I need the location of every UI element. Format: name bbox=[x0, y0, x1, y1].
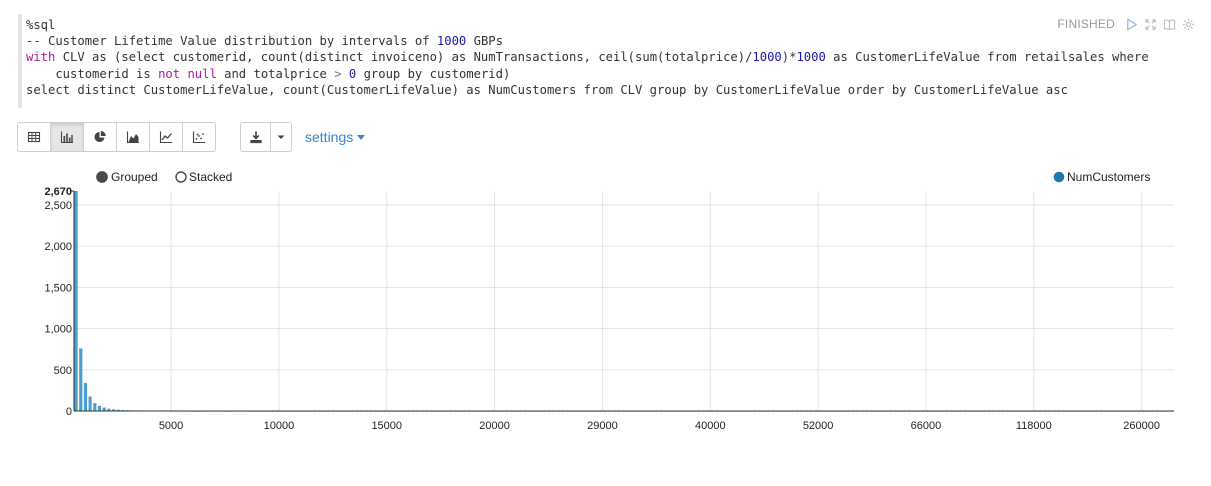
y-tick-label: 2,000 bbox=[44, 241, 72, 253]
y-axis: 0 500 1,000 1,500 2,000 2,500 2,670 bbox=[44, 186, 75, 418]
bar-chart-view-button[interactable] bbox=[50, 122, 84, 152]
download-icon bbox=[249, 131, 262, 144]
series-legend-dot[interactable] bbox=[1053, 171, 1065, 183]
y-tick-label: 0 bbox=[66, 406, 72, 418]
chart-canvas: Grouped Stacked NumCustomers 0 500 1,000 1,… bbox=[44, 170, 1174, 432]
x-tick-label: 260000 bbox=[1123, 420, 1160, 432]
bar[interactable] bbox=[83, 382, 88, 411]
mode-legend: Grouped Stacked bbox=[96, 170, 232, 184]
code-token: 1000 bbox=[436, 34, 467, 49]
code-token: customerid is bbox=[26, 66, 159, 81]
expand-icon[interactable] bbox=[1144, 18, 1157, 31]
status-text: FINISHED bbox=[1057, 17, 1115, 31]
code-line: %sql bbox=[26, 17, 1178, 33]
bar[interactable] bbox=[107, 408, 111, 411]
code-token: with bbox=[26, 50, 56, 65]
table-view-button[interactable] bbox=[17, 122, 51, 152]
download-options-button[interactable] bbox=[270, 122, 292, 152]
stacked-label: Stacked bbox=[189, 170, 232, 184]
code-token: %sql bbox=[26, 18, 56, 32]
bars bbox=[74, 191, 1173, 412]
chevron-down-icon bbox=[277, 135, 285, 139]
code-token: GBPs bbox=[466, 34, 503, 49]
x-tick-label: 5000 bbox=[159, 420, 183, 432]
bar[interactable] bbox=[102, 407, 106, 411]
pie-chart-icon bbox=[94, 131, 106, 142]
x-tick-label: 40000 bbox=[695, 420, 726, 432]
code-line: with CLV as (select customerid, count(di… bbox=[26, 49, 1178, 65]
code-token: group by customerid) bbox=[356, 66, 511, 81]
bar[interactable] bbox=[74, 191, 78, 411]
code-token: and totalprice bbox=[216, 66, 335, 81]
stacked-option[interactable]: Stacked bbox=[175, 170, 232, 184]
code-token: 0 bbox=[348, 66, 357, 81]
bar-chart-icon bbox=[60, 131, 73, 144]
area-chart-view-button[interactable] bbox=[116, 122, 150, 152]
run-icon[interactable] bbox=[1125, 17, 1138, 31]
line-chart-icon bbox=[159, 131, 172, 144]
code-token: > bbox=[334, 66, 342, 81]
code-token: )* bbox=[781, 50, 797, 65]
scatter-chart-icon bbox=[192, 131, 205, 144]
bar[interactable] bbox=[111, 409, 116, 411]
y-tick-label: 2,500 bbox=[44, 200, 72, 212]
x-tick-label: 118000 bbox=[1016, 420, 1052, 432]
download-button[interactable] bbox=[240, 122, 271, 152]
book-icon[interactable] bbox=[1163, 18, 1176, 31]
y-tick-label: 1,500 bbox=[44, 282, 72, 294]
bar[interactable] bbox=[116, 409, 120, 411]
code-line: customerid is not null and totalprice > … bbox=[26, 66, 1178, 82]
grouped-option[interactable]: Grouped bbox=[96, 170, 158, 184]
grouped-label: Grouped bbox=[111, 170, 158, 184]
y-tick-label: 500 bbox=[54, 365, 72, 377]
code-editor[interactable]: %sql -- Customer Lifetime Value distribut… bbox=[18, 14, 1178, 108]
x-tick-label: 15000 bbox=[371, 420, 402, 432]
gridlines bbox=[74, 191, 1174, 412]
code-token: CLV as (select customerid, count(distinc… bbox=[55, 50, 753, 65]
series-legend[interactable]: NumCustomers bbox=[1053, 170, 1151, 184]
x-tick-label: 20000 bbox=[479, 420, 510, 432]
code-token: null bbox=[187, 66, 217, 81]
code-token: as CustomerLifeValue from retailsales wh… bbox=[825, 50, 1149, 65]
caret-down-icon bbox=[357, 135, 366, 140]
code-token: select distinct CustomerLifeValue, count… bbox=[26, 82, 1068, 97]
line-chart-view-button[interactable] bbox=[149, 122, 183, 152]
bar[interactable] bbox=[79, 348, 83, 411]
code-token: not bbox=[158, 66, 181, 81]
y-tick-label: 1,000 bbox=[44, 324, 72, 336]
stacked-radio[interactable] bbox=[175, 171, 187, 183]
pie-chart-view-button[interactable] bbox=[83, 122, 117, 152]
code-line: select distinct CustomerLifeValue, count… bbox=[26, 82, 1178, 98]
bar[interactable] bbox=[88, 396, 92, 411]
y-max-label: 2,670 bbox=[44, 186, 72, 198]
bar[interactable] bbox=[93, 403, 97, 411]
settings-label: settings bbox=[305, 129, 354, 145]
paragraph-controls: FINISHED bbox=[1057, 17, 1195, 31]
series-legend-label: NumCustomers bbox=[1067, 170, 1150, 184]
area-chart-icon bbox=[126, 131, 139, 144]
download-group bbox=[240, 122, 292, 152]
code-token: 1000 bbox=[752, 50, 782, 65]
table-icon bbox=[27, 131, 41, 143]
grouped-radio[interactable] bbox=[96, 171, 108, 183]
visualization-toolbar bbox=[17, 122, 216, 152]
scatter-chart-view-button[interactable] bbox=[182, 122, 216, 152]
gear-icon[interactable] bbox=[1182, 18, 1195, 31]
settings-dropdown[interactable]: settings bbox=[305, 129, 366, 145]
x-tick-label: 52000 bbox=[803, 420, 834, 432]
code-token bbox=[342, 67, 349, 81]
x-tick-label: 66000 bbox=[911, 420, 942, 432]
bar[interactable] bbox=[97, 405, 102, 411]
code-token: 1000 bbox=[796, 50, 826, 65]
x-tick-label: 29000 bbox=[587, 420, 618, 432]
bar-chart: Grouped Stacked NumCustomers 0 500 1,000 1,… bbox=[0, 160, 1211, 440]
code-line: -- Customer Lifetime Value distribution … bbox=[26, 33, 1178, 49]
x-axis: 5000 10000 15000 20000 29000 40000 52000 66000 1… bbox=[74, 410, 1174, 432]
code-token: -- Customer Lifetime Value distribution … bbox=[26, 34, 437, 49]
x-tick-label: 10000 bbox=[264, 420, 295, 432]
